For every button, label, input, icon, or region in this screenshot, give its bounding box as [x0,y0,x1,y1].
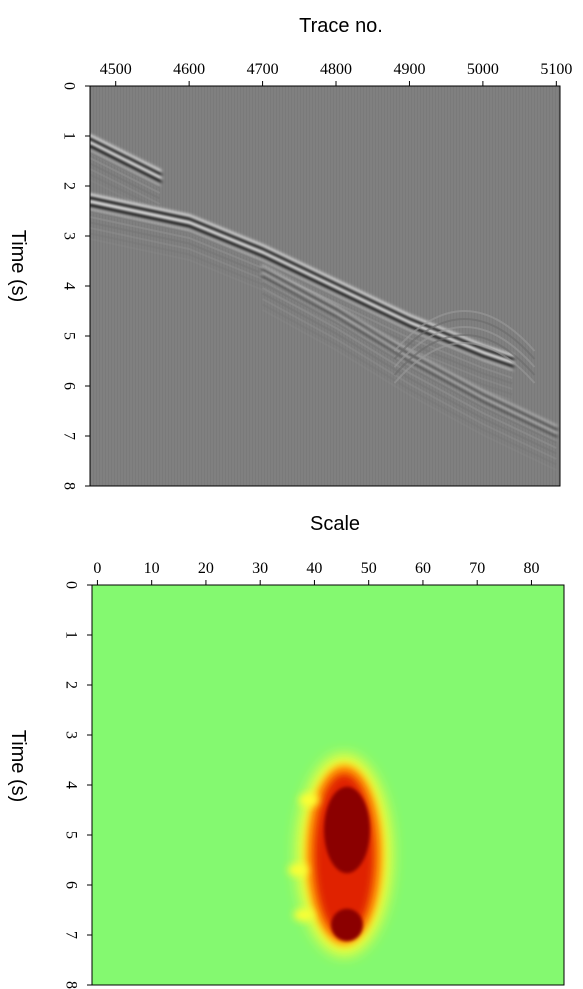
seismic-diffraction-line [393,318,536,360]
scale-plot-area [92,585,564,985]
seismic-diffraction-line [393,326,536,368]
seismic-reflection-band [261,271,558,435]
scale-y-axis-title: Time (s) [7,730,29,803]
seismic-reflection-band [90,134,162,174]
scale-y-tick-label: 3 [62,731,79,739]
scale-x-tick-label: 20 [198,560,214,577]
seismic-y-tick-label: 2 [60,182,77,190]
scale-heat-finger [299,794,320,806]
scale-x-tick-label: 70 [469,560,485,577]
seismic-reflection-band [90,207,514,371]
seismic-reflection-band [90,200,515,365]
scale-y-tick-label: 2 [62,681,79,689]
scale-heat-region [288,754,392,956]
seismic-ringing-line [90,162,161,200]
scale-x-tick-label: 80 [523,560,539,577]
seismic-ringing-line [262,287,557,449]
scale-x-ticks: 0 10 20 30 40 50 60 70 80 [93,560,539,585]
seismic-x-tick-label: 5100 [540,61,572,78]
scale-y-tick-label: 7 [62,931,79,939]
scale-x-tick-label: 50 [361,560,377,577]
scale-heat-peak [324,786,370,874]
seismic-reflection-band [90,196,515,362]
scale-y-tick-label: 4 [62,781,79,789]
seismic-x-tick-label: 4700 [247,61,279,78]
seismic-y-tick-label: 3 [60,232,77,240]
seismic-y-tick-label: 1 [60,132,77,140]
seismic-y-tick-label: 8 [60,482,77,490]
seismic-plot-area [90,86,560,486]
seismic-x-tick-label: 4600 [173,61,205,78]
seismic-reflection-band [261,278,557,441]
seismic-diffraction-line [393,310,536,352]
seismic-reflection-band [90,203,515,369]
scale-y-ticks: 0 1 2 3 4 5 6 7 8 [62,581,92,989]
seismic-x-tick-label: 4500 [100,61,132,78]
seismic-reflection-band [261,275,558,438]
seismic-x-axis-title: Trace no. [299,15,383,37]
scale-x-tick-label: 30 [252,560,268,577]
scale-y-tick-label: 5 [62,831,79,839]
seismic-ringing-line [262,309,557,471]
seismic-y-tick-label: 5 [60,332,77,340]
seismic-x-tick-label: 5000 [467,61,499,78]
seismic-reflection-band [90,137,162,177]
seismic-diffraction-line [393,342,536,384]
scale-x-tick-label: 10 [144,560,160,577]
seismic-ringing-line [90,216,513,379]
seismic-ringing-line [90,168,161,205]
scale-x-tick-label: 40 [306,560,322,577]
scale-heat-finger [293,909,314,921]
seismic-reflection-band [90,148,161,186]
seismic-y-tick-label: 7 [60,432,77,440]
seismic-reflection-band [90,141,162,180]
seismic-diffraction-line [393,334,536,376]
scale-x-tick-label: 0 [93,560,101,577]
scale-heat-peak [331,908,363,942]
scale-y-tick-label: 8 [62,981,79,989]
seismic-ringing-line [90,151,161,189]
seismic-panel: Trace no. Time (s) 4500 4600 4700 4800 4900 5… [7,15,572,490]
seismic-ringing-line [90,210,513,374]
scale-y-tick-label: 1 [62,631,79,639]
scale-x-axis-title: Scale [310,513,360,535]
seismic-x-tick-label: 4800 [320,61,352,78]
seismic-y-tick-label: 4 [60,282,77,290]
seismic-reflection-band [90,144,162,184]
seismic-ringing-line [90,157,161,194]
seismic-y-tick-label: 0 [60,82,77,90]
scale-x-tick-label: 60 [415,560,431,577]
seismic-ringing-line [262,303,557,466]
seismic-ringing-line [262,292,557,455]
scale-heat-finger [288,864,309,876]
scale-panel: Scale Time (s) 0 10 20 30 40 50 60 70 80 0 1 2 3 4 5 6… [7,513,565,989]
seismic-y-ticks: 0 1 2 3 4 5 6 7 8 [60,82,90,490]
seismic-reflection-band [261,268,558,431]
seismic-y-axis-title: Time (s) [7,230,29,303]
seismic-ringing-line [90,173,161,211]
seismic-y-tick-label: 6 [60,382,77,390]
scale-y-tick-label: 6 [62,881,79,889]
seismic-x-tick-label: 4900 [393,61,425,78]
seismic-events [90,134,558,471]
seismic-ringing-line [262,298,557,460]
scale-y-tick-label: 0 [62,581,79,589]
seismic-ringing-line [90,238,513,401]
seismic-x-ticks: 4500 4600 4700 4800 4900 5000 5100 [100,61,572,86]
